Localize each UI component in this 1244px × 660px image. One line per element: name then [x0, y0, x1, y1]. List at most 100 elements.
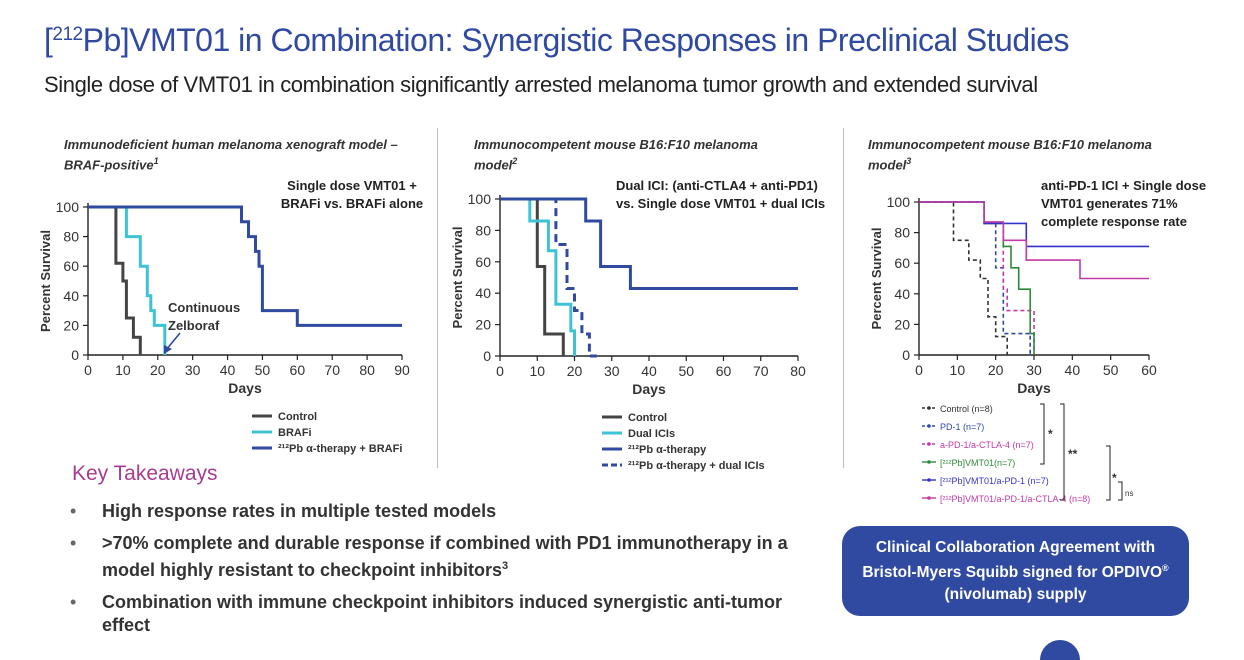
legend-label: [²¹²Pb]VMT01(n=7) [940, 458, 1015, 468]
x-tick-label: 40 [220, 362, 236, 378]
logo-fragment [1040, 640, 1080, 660]
y-tick-label: 0 [902, 347, 910, 363]
y-tick-label: 80 [475, 222, 491, 238]
legend-label: Control (n=8) [940, 404, 993, 414]
significance-label: * [1112, 471, 1117, 485]
panel-divider [437, 128, 438, 468]
x-tick-label: 40 [1065, 362, 1081, 378]
x-tick-label: 0 [84, 362, 92, 378]
series-line [500, 197, 597, 358]
y-tick-label: 80 [894, 225, 910, 241]
series-line [919, 201, 1035, 355]
significance-bracket [1040, 403, 1045, 465]
bullet-icon: • [70, 501, 77, 521]
y-tick-label: 60 [894, 255, 910, 271]
x-tick-label: 20 [988, 362, 1004, 378]
page-subtitle: Single dose of VMT01 in combination sign… [44, 72, 1038, 97]
series-line [500, 197, 798, 290]
chart3-title: Immunocompetent mouse B16:F10 melanoma m… [868, 137, 1152, 173]
title-superscript: 212 [52, 24, 83, 45]
legend-marker [927, 496, 931, 500]
x-axis-label: Days [632, 381, 666, 397]
y-tick-label: 20 [63, 317, 79, 333]
series-line [88, 205, 402, 327]
series-line [919, 201, 1035, 355]
legend-label: BRAFi [278, 427, 312, 439]
page-title: [212Pb]VMT01 in Combination: Synergistic… [44, 22, 1070, 58]
x-tick-label: 70 [753, 363, 769, 379]
y-tick-label: 0 [483, 348, 491, 364]
chart-annotation: anti-PD-1 ICI + Single dose [1041, 178, 1206, 193]
legend-label: ²¹²Pb α-therapy + BRAFi [278, 443, 402, 455]
y-tick-label: 40 [894, 286, 910, 302]
arrow-note: Continuous [168, 300, 240, 315]
x-tick-label: 40 [641, 363, 657, 379]
legend-label: [²¹²Pb]VMT01/a-PD-1 (n=7) [940, 476, 1049, 486]
chart-annotation: BRAFi vs. BRAFi alone [281, 196, 423, 211]
x-tick-label: 60 [290, 362, 306, 378]
significance-bracket [1060, 403, 1065, 501]
legend-label: Control [628, 412, 667, 424]
x-tick-label: 80 [790, 363, 806, 379]
y-axis-label: Percent Survival [450, 227, 465, 329]
legend-marker [927, 460, 931, 464]
chart1-title: Immunodeficient human melanoma xenograft… [64, 137, 398, 173]
y-tick-label: 80 [63, 229, 79, 245]
series-line [88, 205, 142, 355]
legend-marker [927, 424, 931, 428]
y-tick-label: 100 [887, 194, 911, 210]
bullet-icon: • [70, 533, 77, 553]
x-tick-label: 20 [567, 363, 583, 379]
x-axis-label: Days [1017, 380, 1051, 396]
bullet-icon: • [70, 592, 77, 612]
y-tick-label: 60 [63, 258, 79, 274]
series-line [919, 201, 1031, 355]
y-axis-label: Percent Survival [38, 230, 53, 332]
y-tick-label: 0 [71, 347, 79, 363]
takeaway-item: • Combination with immune checkpoint inhi… [70, 592, 783, 635]
x-tick-label: 10 [115, 362, 131, 378]
legend-label: Control [278, 411, 317, 423]
legend-label: ²¹²Pb α-therapy + dual ICIs [628, 460, 765, 472]
key-takeaways-heading: Key Takeaways [72, 462, 218, 485]
y-tick-label: 40 [63, 288, 79, 304]
series-line [500, 197, 565, 356]
chart3-kaplan-meier: 0 20 40 60 80 100 0 10 20 30 40 50 60 Days Percent Sur… [869, 178, 1206, 504]
series-line [919, 201, 1149, 280]
series-line [919, 201, 1008, 355]
collaboration-callout: Clinical Collaboration Agreement with Br… [842, 526, 1189, 616]
legend-marker [927, 406, 931, 410]
chart2-kaplan-meier: 0 20 40 60 80 100 0 10 20 30 40 50 60 70 80 Days Percent… [450, 178, 825, 472]
legend-label: PD-1 (n=7) [940, 422, 984, 432]
chart-annotation: vs. Single dose VMT01 + dual ICIs [616, 196, 825, 211]
y-tick-label: 100 [56, 199, 80, 215]
x-tick-label: 30 [1026, 362, 1042, 378]
y-tick-label: 20 [894, 316, 910, 332]
y-tick-label: 40 [475, 285, 491, 301]
chart-annotation: complete response rate [1041, 214, 1187, 229]
arrow-note: Zelboraf [168, 318, 220, 333]
legend-label: a-PD-1/a-CTLA-4 (n=7) [940, 440, 1034, 450]
y-axis-label: Percent Survival [869, 228, 884, 330]
significance-label: ns [1125, 489, 1133, 498]
takeaways-list: • High response rates in multiple tested … [70, 500, 810, 646]
chart2-title: Immunocompetent mouse B16:F10 melanoma m… [474, 137, 758, 173]
x-axis-label: Days [228, 380, 262, 396]
legend-label: Dual ICIs [628, 428, 675, 440]
x-tick-label: 30 [185, 362, 201, 378]
chart-annotation: VMT01 generates 71% [1041, 196, 1178, 211]
x-tick-label: 50 [678, 363, 694, 379]
x-tick-label: 20 [150, 362, 166, 378]
significance-label: ** [1068, 447, 1078, 461]
legend-marker [927, 478, 931, 482]
y-tick-label: 100 [468, 191, 492, 207]
panel-divider [843, 128, 844, 468]
x-tick-label: 10 [950, 362, 966, 378]
significance-bracket [1106, 445, 1111, 501]
series-line [500, 197, 576, 356]
x-tick-label: 80 [359, 362, 375, 378]
legend-label: [²¹²Pb]VMT01/a-PD-1/a-CTLA-4 (n=8) [940, 494, 1090, 504]
arrow-head-icon [164, 345, 173, 354]
chart1-kaplan-meier: 0 20 40 60 80 100 0 10 20 30 40 50 60 70 80 90 Days Perce… [38, 178, 423, 455]
significance-bracket [1118, 481, 1123, 501]
